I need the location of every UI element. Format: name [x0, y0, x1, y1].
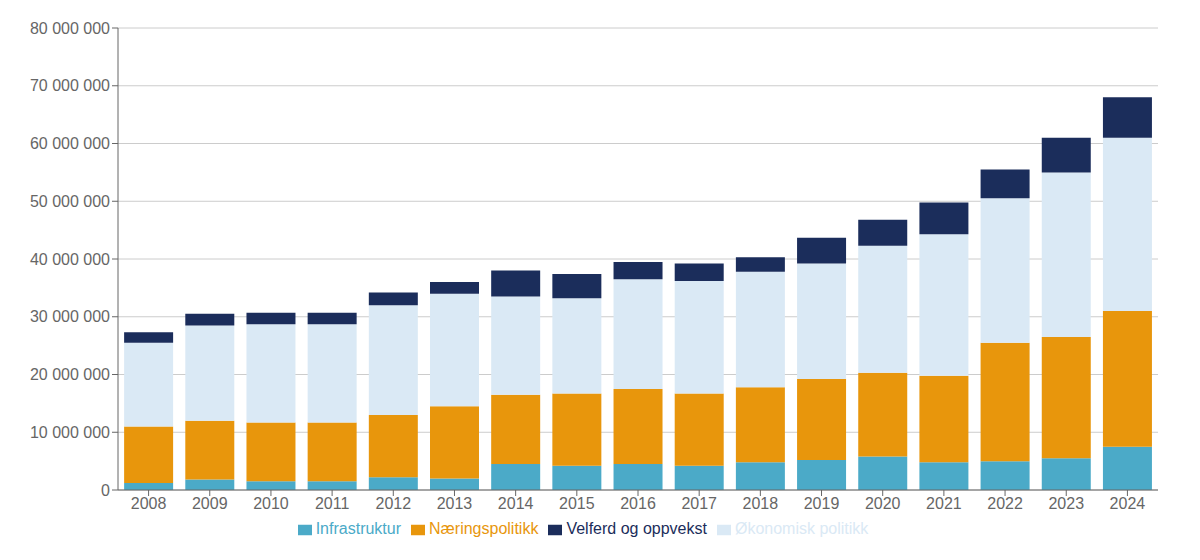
- html-text:Næringspolitikk: Næringspolitikk: [429, 520, 539, 537]
- svg-text:0: 0: [101, 482, 110, 499]
- svg-text:10 000 000: 10 000 000: [30, 424, 110, 441]
- svg-text:2018: 2018: [743, 495, 779, 512]
- svg-text:30 000 000: 30 000 000: [30, 308, 110, 325]
- svg-text:2012: 2012: [375, 495, 411, 512]
- svg-text:50 000 000: 50 000 000: [30, 193, 110, 210]
- svg-text:2008: 2008: [131, 495, 167, 512]
- svg-text:2019: 2019: [804, 495, 840, 512]
- svg-text:2010: 2010: [253, 495, 289, 512]
- svg-text:20 000 000: 20 000 000: [30, 366, 110, 383]
- svg-text:2023: 2023: [1048, 495, 1084, 512]
- svg-text:60 000 000: 60 000 000: [30, 135, 110, 152]
- html-text:Velferd og oppvekst: Velferd og oppvekst: [566, 520, 707, 537]
- svg-text:2017: 2017: [681, 495, 717, 512]
- svg-text:2022: 2022: [987, 495, 1023, 512]
- svg-text:2020: 2020: [865, 495, 901, 512]
- svg-text:2021: 2021: [926, 495, 962, 512]
- html-text:Infrastruktur: Infrastruktur: [315, 520, 401, 537]
- svg-text:2024: 2024: [1110, 495, 1146, 512]
- svg-text:70 000 000: 70 000 000: [30, 77, 110, 94]
- svg-text:2009: 2009: [192, 495, 228, 512]
- svg-text:2016: 2016: [620, 495, 656, 512]
- svg-text:2011: 2011: [315, 495, 350, 512]
- svg-text:40 000 000: 40 000 000: [30, 251, 110, 268]
- svg-text:80 000 000: 80 000 000: [30, 20, 110, 37]
- svg-text:2015: 2015: [559, 495, 595, 512]
- svg-text:2013: 2013: [437, 495, 473, 512]
- svg-text:2014: 2014: [498, 495, 534, 512]
- html-text:Økonomisk politikk: Økonomisk politikk: [735, 520, 869, 537]
